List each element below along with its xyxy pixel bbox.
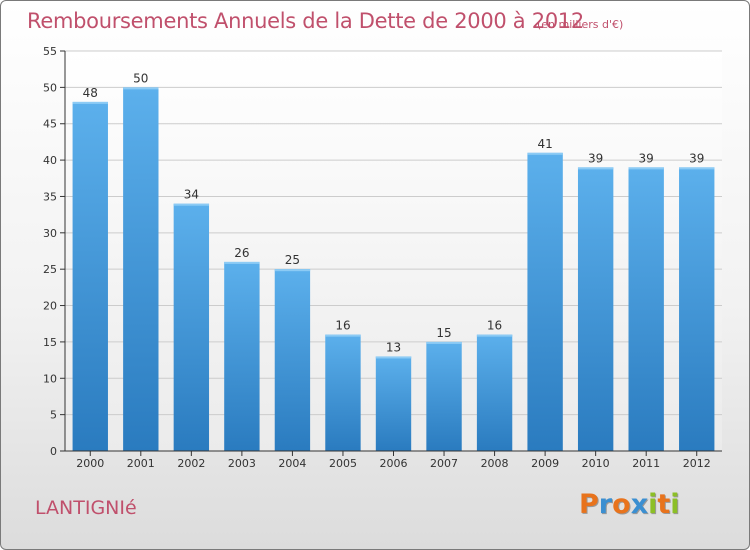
x-tick-label: 2012 <box>683 457 711 470</box>
bar-highlight <box>628 167 664 170</box>
logo-letter: i <box>648 489 658 520</box>
y-tick-label: 30 <box>43 227 57 240</box>
x-tick-label: 2009 <box>531 457 559 470</box>
bar <box>274 269 311 451</box>
bar <box>123 87 159 451</box>
y-tick-label: 50 <box>43 81 57 94</box>
bar <box>426 341 462 451</box>
x-tick-label: 2004 <box>278 457 306 470</box>
logo-letter: r <box>598 489 613 520</box>
bar <box>527 152 563 451</box>
y-axis: 0 5 10 15 20 25 30 35 40 45 50 55 <box>43 45 66 458</box>
x-tick-label: 2002 <box>177 457 205 470</box>
bar-highlight <box>173 203 210 206</box>
bar-highlight <box>72 101 108 104</box>
y-tick-label: 10 <box>43 372 57 385</box>
bar-highlight <box>274 269 311 272</box>
bar <box>628 167 664 451</box>
logo-letter: t <box>657 489 671 520</box>
y-tick-label: 25 <box>43 263 57 276</box>
y-tick-label: 35 <box>43 190 57 203</box>
data-label: 50 <box>133 71 148 85</box>
bar-highlight <box>123 87 159 90</box>
bars: 48 50 34 26 25 16 13 15 16 41 39 39 39 <box>72 71 715 451</box>
bar-highlight <box>577 167 614 170</box>
bar <box>173 203 210 451</box>
bar <box>679 167 715 451</box>
y-tick-label: 0 <box>50 445 57 458</box>
x-tick-label: 2003 <box>228 457 256 470</box>
x-axis: 2000 2001 2002 2003 2004 2005 2006 2007 2008 2009… <box>65 450 722 470</box>
data-label: 25 <box>285 253 300 267</box>
y-tick-label: 5 <box>50 409 57 422</box>
bar <box>224 261 260 451</box>
y-tick-label: 20 <box>43 300 57 313</box>
bar-highlight <box>325 334 361 337</box>
y-tick-label: 40 <box>43 154 57 167</box>
logo-letter: i <box>670 489 680 520</box>
x-tick-label: 2010 <box>582 457 610 470</box>
data-label: 39 <box>639 151 654 165</box>
chart-title: Remboursements Annuels de la Dette de 20… <box>27 9 584 33</box>
bar <box>375 356 412 451</box>
bar-highlight <box>375 356 412 359</box>
bar-highlight <box>679 167 715 170</box>
commune-name: LANTIGNIé <box>35 497 137 519</box>
x-tick-label: 2000 <box>76 457 104 470</box>
data-label: 41 <box>537 137 552 151</box>
x-tick-label: 2007 <box>430 457 458 470</box>
logo-letter: x <box>630 489 649 520</box>
data-label: 34 <box>184 188 199 202</box>
bar <box>476 334 513 451</box>
data-label: 15 <box>436 326 451 340</box>
chart-unit: (en milliers d'€) <box>537 18 624 31</box>
logo-letter: P <box>579 489 599 520</box>
bar-highlight <box>426 341 462 344</box>
bar <box>577 167 614 451</box>
proxiti-logo: Proxiti <box>579 489 680 520</box>
data-label: 48 <box>83 86 98 100</box>
logo-letter: o <box>612 489 631 520</box>
data-label: 39 <box>588 151 603 165</box>
y-tick-label: 55 <box>43 45 57 58</box>
data-label: 39 <box>689 151 704 165</box>
y-tick-label: 45 <box>43 118 57 131</box>
x-tick-label: 2011 <box>632 457 660 470</box>
x-tick-label: 2006 <box>380 457 408 470</box>
bar-highlight <box>527 152 563 155</box>
data-label: 26 <box>234 246 249 260</box>
bar-highlight <box>224 261 260 264</box>
data-label: 16 <box>335 319 350 333</box>
y-tick-label: 15 <box>43 336 57 349</box>
x-tick-label: 2005 <box>329 457 357 470</box>
data-label: 13 <box>386 340 401 354</box>
bar <box>72 101 108 451</box>
x-tick-label: 2001 <box>127 457 155 470</box>
bar-highlight <box>476 334 513 337</box>
bar <box>325 334 361 451</box>
x-tick-label: 2008 <box>481 457 509 470</box>
data-label: 16 <box>487 319 502 333</box>
